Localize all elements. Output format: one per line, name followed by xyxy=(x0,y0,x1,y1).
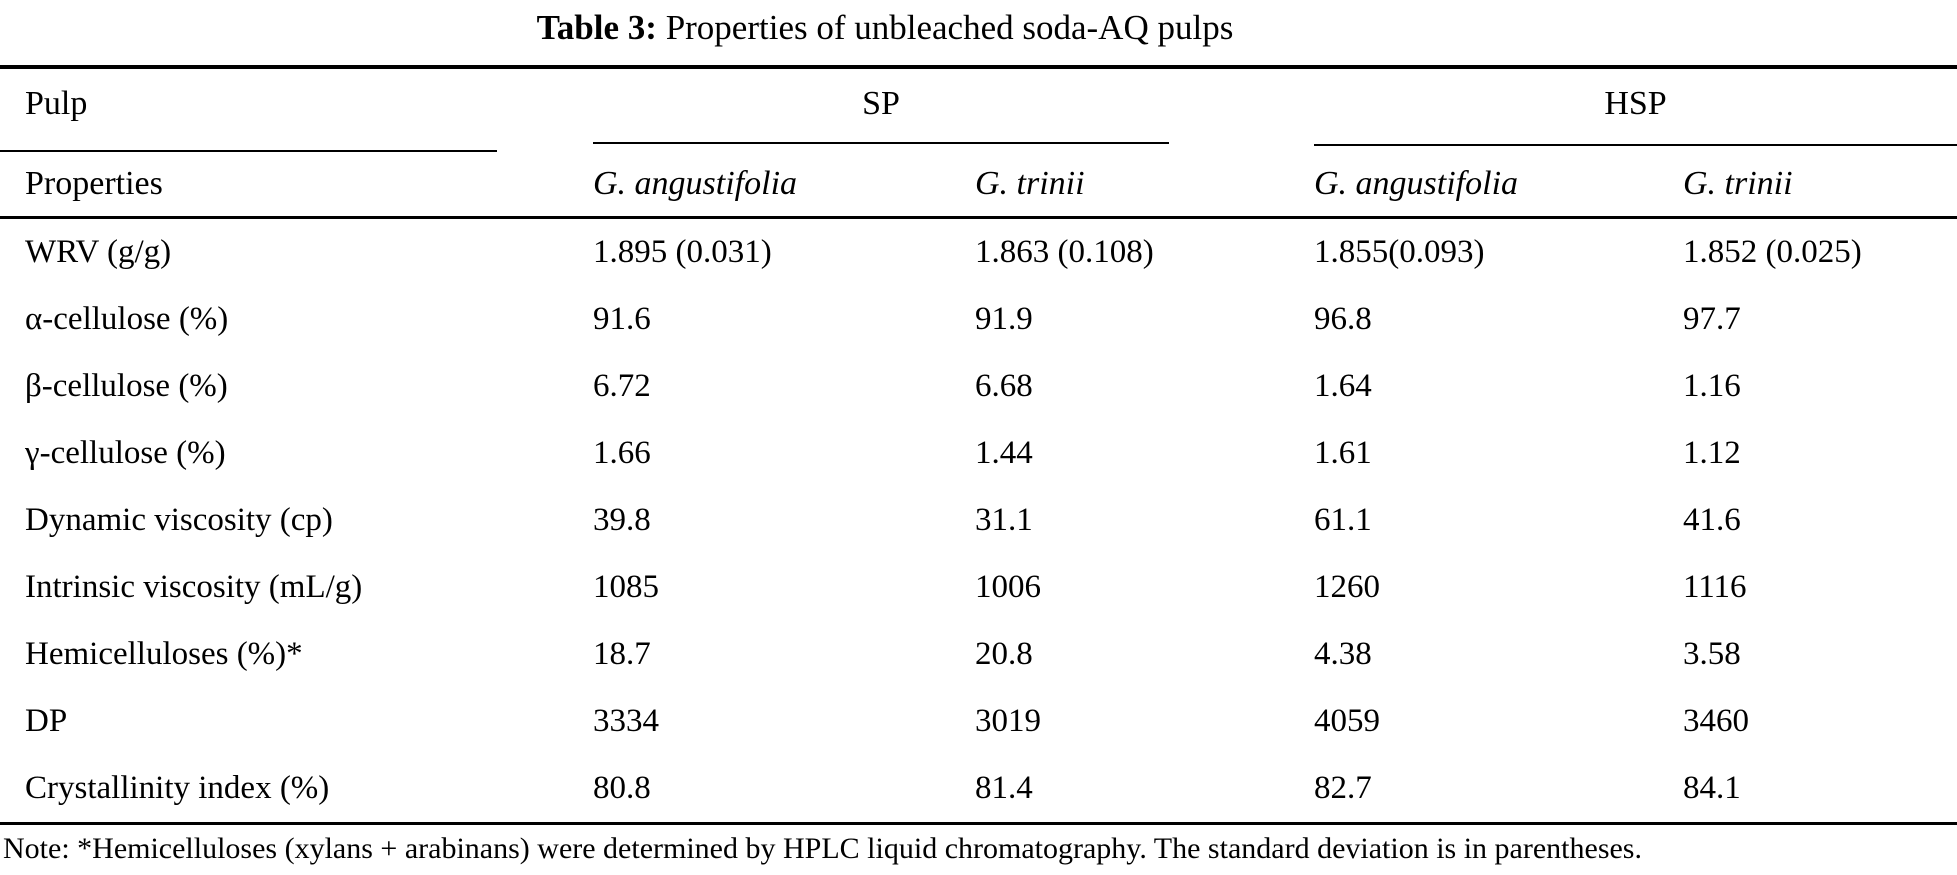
row-property-label: Hemicelluloses (%)* xyxy=(25,636,303,672)
table-footnote: Note: *Hemicelluloses (xylans + arabinan… xyxy=(3,832,1642,865)
header-bottom-rule xyxy=(0,216,1957,219)
row-value: 1260 xyxy=(1314,569,1380,605)
row-value: 1.66 xyxy=(593,435,651,471)
table-row: WRV (g/g) 1.895 (0.031) 1.863 (0.108) 1.… xyxy=(0,219,1957,286)
row-value: 20.8 xyxy=(975,636,1033,672)
group-header-hsp: HSP xyxy=(1604,85,1667,122)
row-value: 84.1 xyxy=(1683,770,1741,806)
table-body: WRV (g/g) 1.895 (0.031) 1.863 (0.108) 1.… xyxy=(0,219,1957,822)
table-row: Crystallinity index (%) 80.8 81.4 82.7 8… xyxy=(0,755,1957,822)
row-value: 1006 xyxy=(975,569,1041,605)
row-value: 1.852 (0.025) xyxy=(1683,234,1862,270)
table-caption-label: Table 3: xyxy=(536,8,657,47)
row-value: 6.68 xyxy=(975,368,1033,404)
row-property-label: Dynamic viscosity (cp) xyxy=(25,502,333,538)
table-row: Intrinsic viscosity (mL/g) 1085 1006 126… xyxy=(0,554,1957,621)
row-value: 39.8 xyxy=(593,502,651,538)
row-property-label: γ-cellulose (%) xyxy=(25,435,226,471)
row-value: 1.863 (0.108) xyxy=(975,234,1154,270)
table-row: α-cellulose (%) 91.6 91.9 96.8 97.7 xyxy=(0,286,1957,353)
row-value: 41.6 xyxy=(1683,502,1741,538)
column-header-sp-g-trinii: G. trinii xyxy=(975,165,1085,202)
row-property-label: α-cellulose (%) xyxy=(25,301,229,337)
row-value: 3460 xyxy=(1683,703,1749,739)
row-value: 96.8 xyxy=(1314,301,1372,337)
row-value: 6.72 xyxy=(593,368,651,404)
table-row: Dynamic viscosity (cp) 39.8 31.1 61.1 41… xyxy=(0,487,1957,554)
column-header-properties: Properties xyxy=(25,165,163,202)
row-value: 1.61 xyxy=(1314,435,1372,471)
row-value: 1.16 xyxy=(1683,368,1741,404)
row-value: 3019 xyxy=(975,703,1041,739)
row-value: 4.38 xyxy=(1314,636,1372,672)
row-value: 91.9 xyxy=(975,301,1033,337)
hsp-span-rule xyxy=(1314,144,1957,146)
row-value: 61.1 xyxy=(1314,502,1372,538)
row-value: 1.895 (0.031) xyxy=(593,234,772,270)
row-property-label: β-cellulose (%) xyxy=(25,368,228,404)
row-value: 3334 xyxy=(593,703,659,739)
row-property-label: DP xyxy=(25,703,68,739)
table-caption-text: Properties of unbleached soda-AQ pulps xyxy=(656,8,1234,47)
row-property-label: Crystallinity index (%) xyxy=(25,770,330,806)
row-value: 97.7 xyxy=(1683,301,1741,337)
row-value: 1.64 xyxy=(1314,368,1372,404)
row-value: 4059 xyxy=(1314,703,1380,739)
row-value: 1.12 xyxy=(1683,435,1741,471)
column-header-hsp-g-trinii: G. trinii xyxy=(1683,165,1793,202)
row-value: 82.7 xyxy=(1314,770,1372,806)
sp-span-rule xyxy=(593,142,1169,144)
table-row: β-cellulose (%) 6.72 6.68 1.64 1.16 xyxy=(0,353,1957,420)
column-header-sp-g-angustifolia: G. angustifolia xyxy=(593,165,798,202)
pulp-span-rule xyxy=(0,150,497,152)
table-bottom-rule xyxy=(0,822,1957,825)
column-header-row: Properties G. angustifolia G. trinii G. … xyxy=(0,152,1957,216)
group-header-sp: SP xyxy=(862,85,900,122)
row-value: 80.8 xyxy=(593,770,651,806)
row-value: 1.855(0.093) xyxy=(1314,234,1485,270)
group-header-pulp: Pulp xyxy=(25,85,88,122)
column-header-hsp-g-angustifolia: G. angustifolia xyxy=(1314,165,1519,202)
table-row: DP 3334 3019 4059 3460 xyxy=(0,688,1957,755)
row-value: 31.1 xyxy=(975,502,1033,538)
row-property-label: Intrinsic viscosity (mL/g) xyxy=(25,569,363,605)
table-caption: Table 3: Properties of unbleached soda-A… xyxy=(0,6,1770,50)
row-value: 81.4 xyxy=(975,770,1033,806)
table-top-rule xyxy=(0,65,1957,69)
row-value: 3.58 xyxy=(1683,636,1741,672)
row-value: 1116 xyxy=(1683,569,1747,605)
table-row: Hemicelluloses (%)* 18.7 20.8 4.38 3.58 xyxy=(0,621,1957,688)
table-row: γ-cellulose (%) 1.66 1.44 1.61 1.12 xyxy=(0,420,1957,487)
row-value: 1.44 xyxy=(975,435,1033,471)
row-value: 18.7 xyxy=(593,636,651,672)
row-value: 91.6 xyxy=(593,301,651,337)
row-property-label: WRV (g/g) xyxy=(25,234,172,270)
row-value: 1085 xyxy=(593,569,659,605)
